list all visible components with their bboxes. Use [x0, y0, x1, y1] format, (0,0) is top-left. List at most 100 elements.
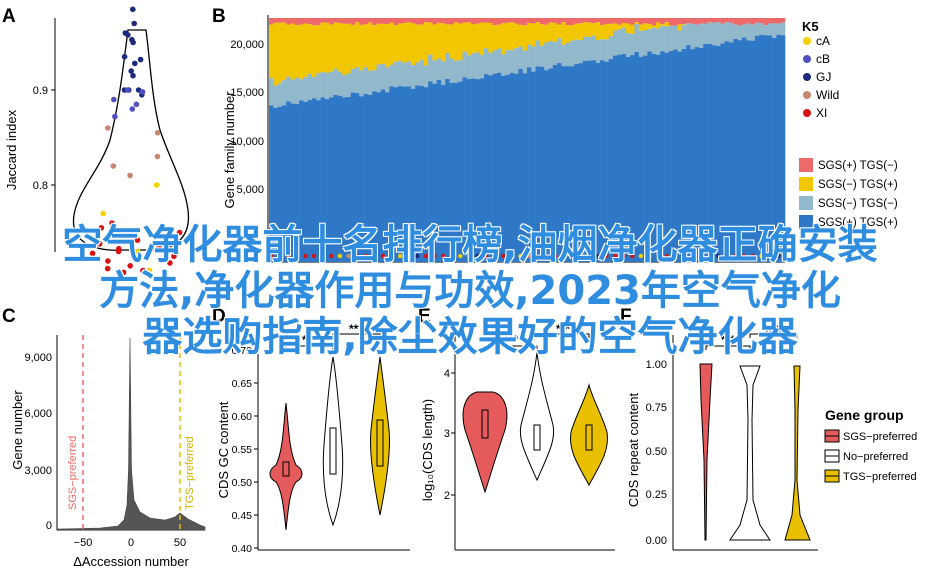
panel-b-accession-dot — [647, 253, 652, 259]
panel-c-xtick-neg50: −50 — [74, 537, 93, 549]
panel-b-bar-seg-sgs-minus-tgs-minus — [608, 36, 614, 60]
panel-e-violin-sgs — [462, 391, 508, 494]
panel-b-bar-seg-sgs-minus-tgs-plus — [660, 24, 665, 26]
panel-b-ytick-15000: 15,000 — [230, 87, 264, 99]
panel-b-accession-dot — [354, 253, 360, 259]
panel-b-bar-seg-sgs-plus-tgs-minus — [621, 18, 627, 23]
panel-b-bar-seg-sgs-plus-tgs-minus — [307, 18, 313, 25]
panel-b-bar-seg-sgs-plus-tgs-plus — [402, 86, 407, 263]
panel-a-violin — [72, 29, 190, 251]
panel-b-accession-dot — [526, 253, 532, 259]
panel-b-bar-seg-sgs-minus-tgs-minus — [531, 46, 536, 72]
panel-b-accession-dot — [604, 253, 609, 259]
panel-b-bar-seg-sgs-minus-tgs-minus — [591, 35, 597, 61]
panel-b-bar-seg-sgs-plus-tgs-plus — [484, 74, 489, 262]
panel-b-bar-seg-sgs-minus-tgs-plus — [488, 22, 493, 53]
panel-b-bar-seg-sgs-minus-tgs-plus — [453, 22, 459, 61]
panel-b-bar-seg-sgs-minus-tgs-plus — [428, 22, 433, 55]
panel-b-bar-seg-sgs-plus-tgs-minus — [281, 18, 287, 23]
panel-e-box-sgs — [481, 409, 489, 439]
panel-b-bar-seg-sgs-plus-tgs-minus — [342, 18, 347, 24]
panel-b-accession-dot — [595, 253, 601, 259]
panel-b-accession-dot — [578, 253, 583, 259]
panel-b-bar-seg-sgs-plus-tgs-minus — [372, 18, 377, 26]
panel-b-bar-seg-sgs-plus-tgs-minus — [750, 18, 756, 25]
panel-b-accession-dot — [673, 253, 678, 259]
panel-c-xlabel: ΔAccession number — [73, 554, 189, 569]
panel-b: B 5,000 10,000 15,000 20,000 Gene family… — [212, 6, 898, 263]
panel-b-bar-seg-sgs-plus-tgs-minus — [380, 18, 386, 24]
panel-b-bar-seg-sgs-plus-tgs-plus — [647, 51, 652, 262]
panel-b-bar-seg-sgs-minus-tgs-plus — [625, 23, 631, 33]
panel-b-bar-seg-sgs-minus-tgs-minus — [621, 27, 627, 55]
panel-b-bar-seg-sgs-plus-tgs-plus — [561, 66, 566, 263]
panel-b-bar-seg-sgs-minus-tgs-plus — [333, 22, 339, 69]
panel-a-ytick-0-9: 0.9 — [33, 85, 48, 97]
panel-b-bar-seg-sgs-minus-tgs-minus — [367, 70, 373, 95]
panel-b-accession-dot — [767, 253, 773, 259]
panel-b-bar-seg-sgs-plus-tgs-plus — [724, 41, 730, 263]
panel-b-bar-seg-sgs-minus-tgs-plus — [277, 22, 283, 84]
panel-b-ytick-10000: 10,000 — [230, 136, 264, 148]
panel-b-bar-seg-sgs-minus-tgs-plus — [505, 22, 511, 51]
panel-b-accession-dot — [638, 253, 644, 259]
panel-b-bar-seg-sgs-minus-tgs-minus — [350, 68, 356, 93]
panel-b-bar-seg-sgs-minus-tgs-minus — [587, 37, 592, 61]
panel-b-bar-seg-sgs-plus-tgs-plus — [372, 91, 377, 262]
panel-a: A 0.9 0.8 Jaccard index K5 cA cB GJ Wild XI — [2, 6, 839, 276]
panel-b-bar-seg-sgs-minus-tgs-plus — [608, 23, 614, 37]
panel-b-bar-seg-sgs-plus-tgs-minus — [604, 18, 609, 24]
panel-b-bar-seg-sgs-minus-tgs-minus — [617, 29, 622, 55]
panel-b-bar-seg-sgs-plus-tgs-plus — [492, 73, 498, 263]
panel-b-bar-seg-sgs-plus-tgs-plus — [505, 74, 511, 262]
panel-b-bar-seg-sgs-minus-tgs-minus — [548, 41, 554, 69]
panel-f-violin-tgs — [784, 365, 811, 541]
panel-b-bar-seg-sgs-plus-tgs-plus — [324, 99, 330, 262]
panel-b-bar-seg-sgs-plus-tgs-minus — [527, 18, 532, 23]
panel-b-bar-seg-sgs-plus-tgs-plus — [600, 60, 605, 262]
panel-d-sig-bracket-1 — [285, 345, 334, 350]
panel-b-bar-seg-sgs-plus-tgs-minus — [419, 18, 425, 25]
panel-b-bar-seg-sgs-minus-tgs-minus — [634, 24, 640, 52]
panel-b-bar-seg-sgs-minus-tgs-minus — [527, 44, 532, 68]
panel-b-bar-seg-sgs-plus-tgs-plus — [668, 51, 674, 263]
panel-b-bar-seg-sgs-minus-tgs-plus — [436, 22, 442, 59]
panel-d-ylabel: CDS GC content — [216, 401, 231, 498]
panel-b-accession-dot — [776, 253, 781, 259]
panel-letter-b: B — [212, 6, 226, 27]
panel-b-bar-seg-sgs-plus-tgs-plus — [630, 55, 635, 262]
panel-a-point-xi-4 — [104, 234, 111, 241]
panel-b-bar-seg-sgs-minus-tgs-plus — [600, 25, 605, 40]
panel-b-bar-seg-sgs-plus-tgs-plus — [776, 34, 781, 262]
panel-b-bar-seg-sgs-plus-tgs-plus — [544, 70, 549, 262]
panel-d-yticks: 0.40 0.45 0.50 0.55 0.60 0.65 0.70 — [232, 345, 258, 555]
panel-b-bar-seg-sgs-minus-tgs-plus — [376, 23, 382, 65]
panel-b-bar-seg-sgs-plus-tgs-plus — [711, 45, 717, 262]
panel-b-bar-seg-sgs-plus-tgs-plus — [393, 87, 399, 263]
panel-a-point-xi-1 — [98, 225, 105, 231]
panel-b-bar-seg-sgs-minus-tgs-plus — [595, 22, 601, 41]
panel-b-bar-seg-sgs-plus-tgs-plus — [333, 94, 339, 262]
panel-b-bar-seg-sgs-plus-tgs-plus — [608, 59, 614, 262]
panel-b-bar-seg-sgs-minus-tgs-minus — [277, 83, 283, 107]
panel-b-bar-seg-sgs-plus-tgs-minus — [664, 18, 670, 23]
panel-a-point-ca-2 — [122, 239, 128, 245]
panel-b-bar-seg-sgs-minus-tgs-plus — [290, 23, 296, 80]
panel-b-bar-seg-sgs-minus-tgs-minus — [316, 73, 321, 101]
panel-b-bar-seg-sgs-plus-tgs-plus — [578, 63, 584, 262]
legend-k5-swatch-wild — [803, 91, 811, 99]
panel-b-bar-seg-sgs-plus-tgs-minus — [479, 18, 485, 23]
panel-b-bar-seg-sgs-minus-tgs-plus — [307, 24, 313, 74]
panel-b-bar-seg-sgs-plus-tgs-plus — [750, 40, 756, 262]
panel-a-point-gj-9 — [128, 68, 134, 74]
panel-b-bar-seg-sgs-plus-tgs-plus — [729, 42, 734, 263]
panel-b-accession-dot — [329, 253, 334, 259]
legend-k5-swatch-gj — [803, 73, 811, 81]
panel-b-bar-seg-sgs-minus-tgs-minus — [724, 22, 730, 42]
panel-c-tgs-annotation: TGS−preferred — [184, 436, 196, 510]
panel-b-bar-seg-sgs-minus-tgs-minus — [286, 76, 291, 102]
panel-b-bar-seg-sgs-minus-tgs-minus — [471, 53, 476, 79]
panel-b-accession-dot — [664, 253, 669, 259]
panel-b-bar-seg-sgs-minus-tgs-plus — [406, 22, 412, 62]
